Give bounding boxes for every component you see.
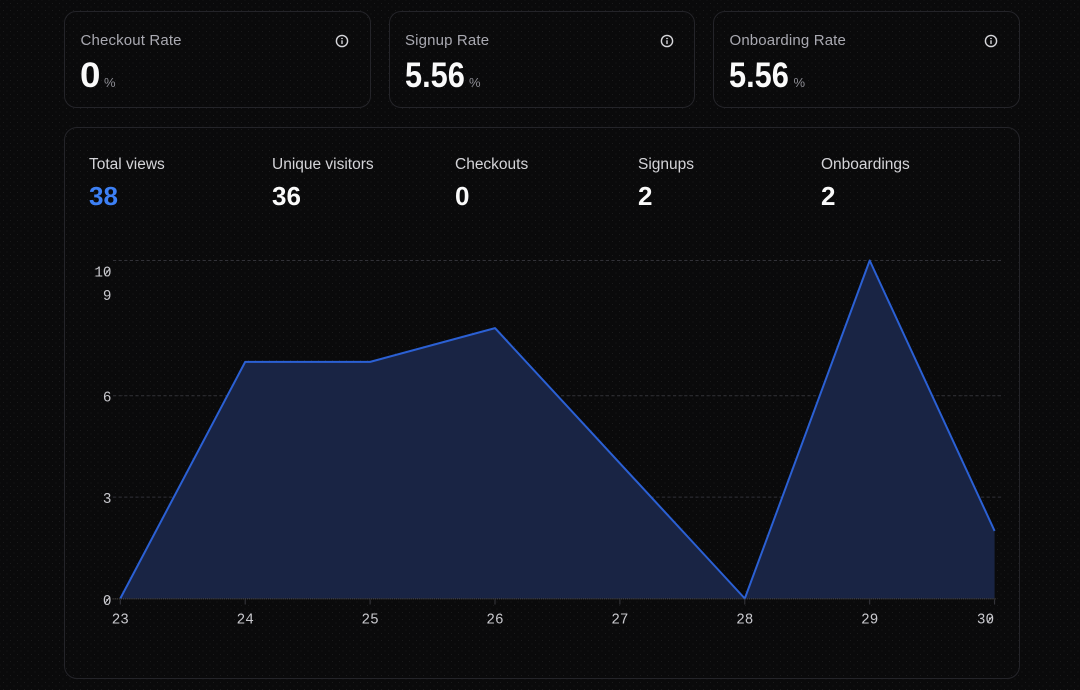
svg-text:0: 0	[102, 594, 111, 610]
svg-text:9: 9	[102, 289, 111, 305]
svg-text:26: 26	[486, 613, 503, 629]
svg-text:24: 24	[236, 613, 253, 629]
svg-text:30: 30	[976, 613, 993, 629]
svg-text:6: 6	[102, 391, 111, 407]
svg-text:25: 25	[361, 613, 378, 629]
svg-text:3: 3	[102, 492, 111, 508]
svg-text:27: 27	[611, 613, 628, 629]
svg-text:28: 28	[736, 613, 753, 629]
svg-text:23: 23	[111, 613, 128, 629]
svg-text:10: 10	[94, 266, 111, 282]
svg-text:29: 29	[861, 613, 878, 629]
